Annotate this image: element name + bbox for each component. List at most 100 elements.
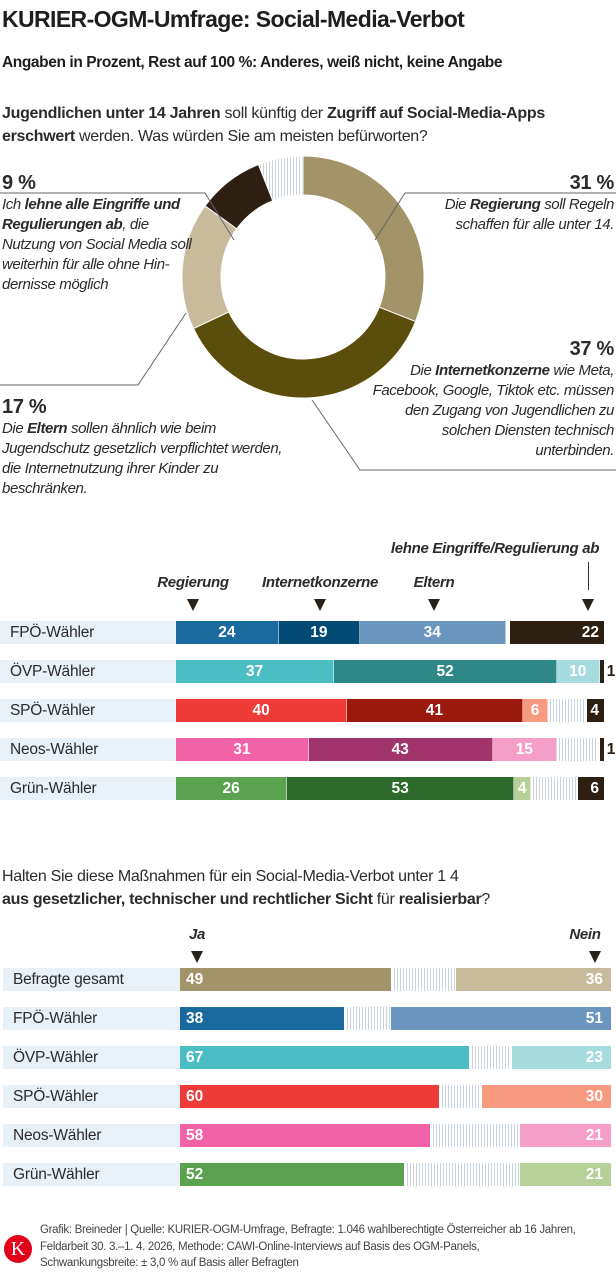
row-label: Neos-Wähler <box>0 738 176 761</box>
bar-segment: 31 <box>176 738 309 761</box>
bar-segment-rest <box>505 621 508 644</box>
text-run: Zugriff auf Social-Media-Apps <box>326 105 545 122</box>
bar-segment: 52 <box>334 660 557 683</box>
bar-segment: 22 <box>509 621 604 644</box>
text-run: sollen ähnlich wie beim Jugendschutz ges… <box>2 420 283 497</box>
row-label: ÖVP-Wähler <box>0 660 176 683</box>
row-label: Neos-Wähler <box>3 1124 183 1147</box>
text-run: werden. Was würden Sie am meisten befürw… <box>74 128 428 145</box>
marker-line <box>588 562 589 590</box>
text-run: Halten Sie diese Maßnahmen für ein Socia… <box>2 868 459 885</box>
leader-line-regierung <box>374 192 616 241</box>
bar-segment: 37 <box>176 660 335 683</box>
donut-label-regierung: 31 % Die Regierung soll Regeln schaffen … <box>404 172 615 235</box>
bar-segment-rest <box>430 1124 520 1147</box>
text-run: , die Nutzung von Social Media soll weit… <box>2 216 192 293</box>
marker-label: Nein <box>569 926 601 943</box>
bar-segment: 6 <box>522 699 549 722</box>
footer-line: Feldarbeit 30. 3.–1. 4. 2026, Methode: C… <box>40 1240 480 1253</box>
text-run: realisierbar <box>398 891 482 908</box>
bar-segment: 34 <box>360 621 506 644</box>
pct-regierung: 31 % <box>569 172 615 194</box>
donut-slice-rest <box>257 155 304 202</box>
text-run: soll Regeln schaffen für alle unter 14. <box>455 196 615 233</box>
row-label: FPÖ-Wähler <box>3 1007 183 1030</box>
bar-segment <box>599 738 604 761</box>
bar-segment-ja: 49 <box>180 968 392 991</box>
leader-line-eltern <box>0 312 187 386</box>
chart-subtitle: Angaben in Prozent, Rest auf 100 %: Ande… <box>2 54 503 71</box>
bar-value-label: 1 <box>606 663 616 680</box>
bar-segment-rest <box>439 1085 481 1108</box>
marker-label: Regierung <box>157 574 229 591</box>
bar-segment: 53 <box>287 777 515 800</box>
bar-segment: 6 <box>578 777 604 800</box>
marker-arrow-icon <box>187 599 199 611</box>
chart-title: KURIER-OGM-Umfrage: Social-Media-Verbot <box>2 6 465 32</box>
row-label: Befragte gesamt <box>3 968 183 991</box>
text-eltern: Die Eltern sollen ähnlich wie beim Jugen… <box>2 419 292 499</box>
footer-line: Schwankungsbreite: ± 3,0 % auf Basis all… <box>40 1257 299 1269</box>
donut-label-ablehnen: 9 % Ich lehne alle Eingriffe und Regulie… <box>2 172 192 295</box>
bar-segment-rest <box>548 699 585 722</box>
bar-segment: 26 <box>176 777 288 800</box>
bar-segment-nein: 23 <box>511 1046 611 1069</box>
bar-segment: 41 <box>347 699 523 722</box>
marker-label: Ja <box>188 926 206 943</box>
bar-segment-rest <box>405 1163 520 1186</box>
text-run: wie Meta, Facebook, Google, Tiktok etc. … <box>372 362 615 459</box>
text-run: erschwert <box>2 128 75 145</box>
question-2: Halten Sie diese Maßnahmen für ein Socia… <box>2 865 490 911</box>
marker-arrow-icon <box>191 951 203 963</box>
bar-segment: 10 <box>556 660 600 683</box>
bar-segment-rest <box>469 1046 511 1069</box>
marker-label: Eltern <box>413 574 455 591</box>
text-run: für <box>372 891 399 908</box>
bar-segment-rest <box>344 1007 391 1030</box>
footer-source: Grafik: Breineder | Quelle: KURIER-OGM-U… <box>40 1222 615 1272</box>
marker-arrow-icon <box>428 599 440 611</box>
text-run: aus gesetzlicher, technischer und rechtl… <box>2 891 373 908</box>
text-run: Eltern <box>27 420 68 437</box>
donut-chart <box>0 155 616 471</box>
pct-internet: 37 % <box>569 338 615 360</box>
text-run: soll künftig der <box>220 105 327 122</box>
text-regierung: Die Regierung soll Regeln schaffen für a… <box>404 195 615 235</box>
text-run: Internetkonzerne <box>435 362 550 379</box>
bar-segment-rest <box>531 777 577 800</box>
pct-eltern: 17 % <box>2 396 47 418</box>
bar-segment: 4 <box>586 699 604 722</box>
bar-segment-ja: 38 <box>180 1007 344 1030</box>
donut-slice-internet <box>192 306 417 399</box>
bar-segment-ja: 67 <box>180 1046 469 1069</box>
row-label: SPÖ-Wähler <box>3 1085 183 1108</box>
row-label: Grün-Wähler <box>3 1163 183 1186</box>
marker-label: Internetkonzerne <box>261 574 379 591</box>
marker-arrow-icon <box>314 599 326 611</box>
bar-segment: 43 <box>308 738 493 761</box>
text-internet: Die Internetkonzerne wie Meta, Facebook,… <box>364 361 615 461</box>
text-run: ? <box>481 891 490 908</box>
marker-arrow-icon <box>582 599 594 611</box>
row-label: ÖVP-Wähler <box>3 1046 183 1069</box>
marker-label: lehne Eingriffe/Regulierung ab <box>390 540 600 557</box>
row-label: Grün-Wähler <box>0 777 176 800</box>
donut-label-eltern: 17 % Die Eltern sollen ähnlich wie beim … <box>2 396 292 499</box>
row-label: SPÖ-Wähler <box>0 699 176 722</box>
marker-arrow-icon <box>589 951 601 963</box>
row-label: FPÖ-Wähler <box>0 621 176 644</box>
bar-segment-nein: 21 <box>520 1163 611 1186</box>
bar-segment-nein: 30 <box>481 1085 611 1108</box>
bar-segment-nein: 36 <box>455 968 611 991</box>
donut-label-internet: 37 % Die Internetkonzerne wie Meta, Face… <box>364 338 615 461</box>
bar-segment-ja: 60 <box>180 1085 439 1108</box>
bar-segment-ja: 52 <box>180 1163 405 1186</box>
text-run: Jugendlichen unter 14 Jahren <box>2 105 221 122</box>
bar-segment: 19 <box>278 621 361 644</box>
text-run: Die <box>410 362 436 379</box>
bar-segment-ja: 58 <box>180 1124 430 1147</box>
pct-ablehnen: 9 % <box>2 172 36 194</box>
bar-segment-nein: 51 <box>391 1007 611 1030</box>
footer-line: Grafik: Breineder | Quelle: KURIER-OGM-U… <box>40 1224 576 1236</box>
text-run: Die <box>444 196 470 213</box>
